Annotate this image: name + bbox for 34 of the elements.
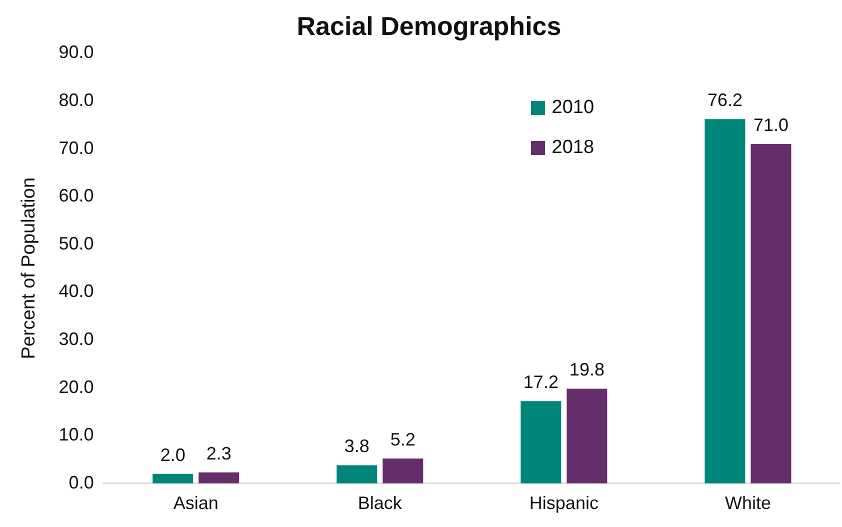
y-tick-label: 40.0 [58,281,94,302]
y-tick-label: 80.0 [58,90,94,110]
data-label: 5.2 [390,430,416,450]
y-tick-label: 70.0 [58,138,94,158]
bar [520,401,562,484]
y-tick-label: 0.0 [68,472,94,492]
x-tick-label: Black [358,493,403,514]
legend-label: 2018 [552,136,594,159]
legend-label: 2010 [552,96,594,119]
y-tick-label: 60.0 [58,186,94,206]
y-tick-label: 90.0 [58,42,94,62]
data-label: 3.8 [344,436,370,456]
y-tick-label: 30.0 [58,328,94,349]
bar [704,119,746,484]
bar [198,472,240,484]
data-label: 76.2 [707,90,742,110]
bar [750,144,792,484]
x-tick-label: Asian [173,493,218,514]
bar [152,474,194,484]
chart-title: Racial Demographics [296,10,562,41]
bar [382,458,424,484]
data-label: 17.2 [523,372,558,392]
x-tick-label: Hispanic [529,493,598,514]
x-tick-label: White [724,493,771,514]
y-tick-label: 50.0 [58,233,94,254]
bar [566,388,608,484]
data-label: 71.0 [753,114,789,135]
data-label: 2.3 [206,443,232,464]
bar [336,465,378,484]
y-tick-label: 20.0 [58,376,94,397]
data-label: 2.0 [160,444,186,465]
y-axis-title: Percent of Population [18,177,40,360]
data-label: 19.8 [569,360,604,380]
y-tick-label: 10.0 [58,424,94,445]
